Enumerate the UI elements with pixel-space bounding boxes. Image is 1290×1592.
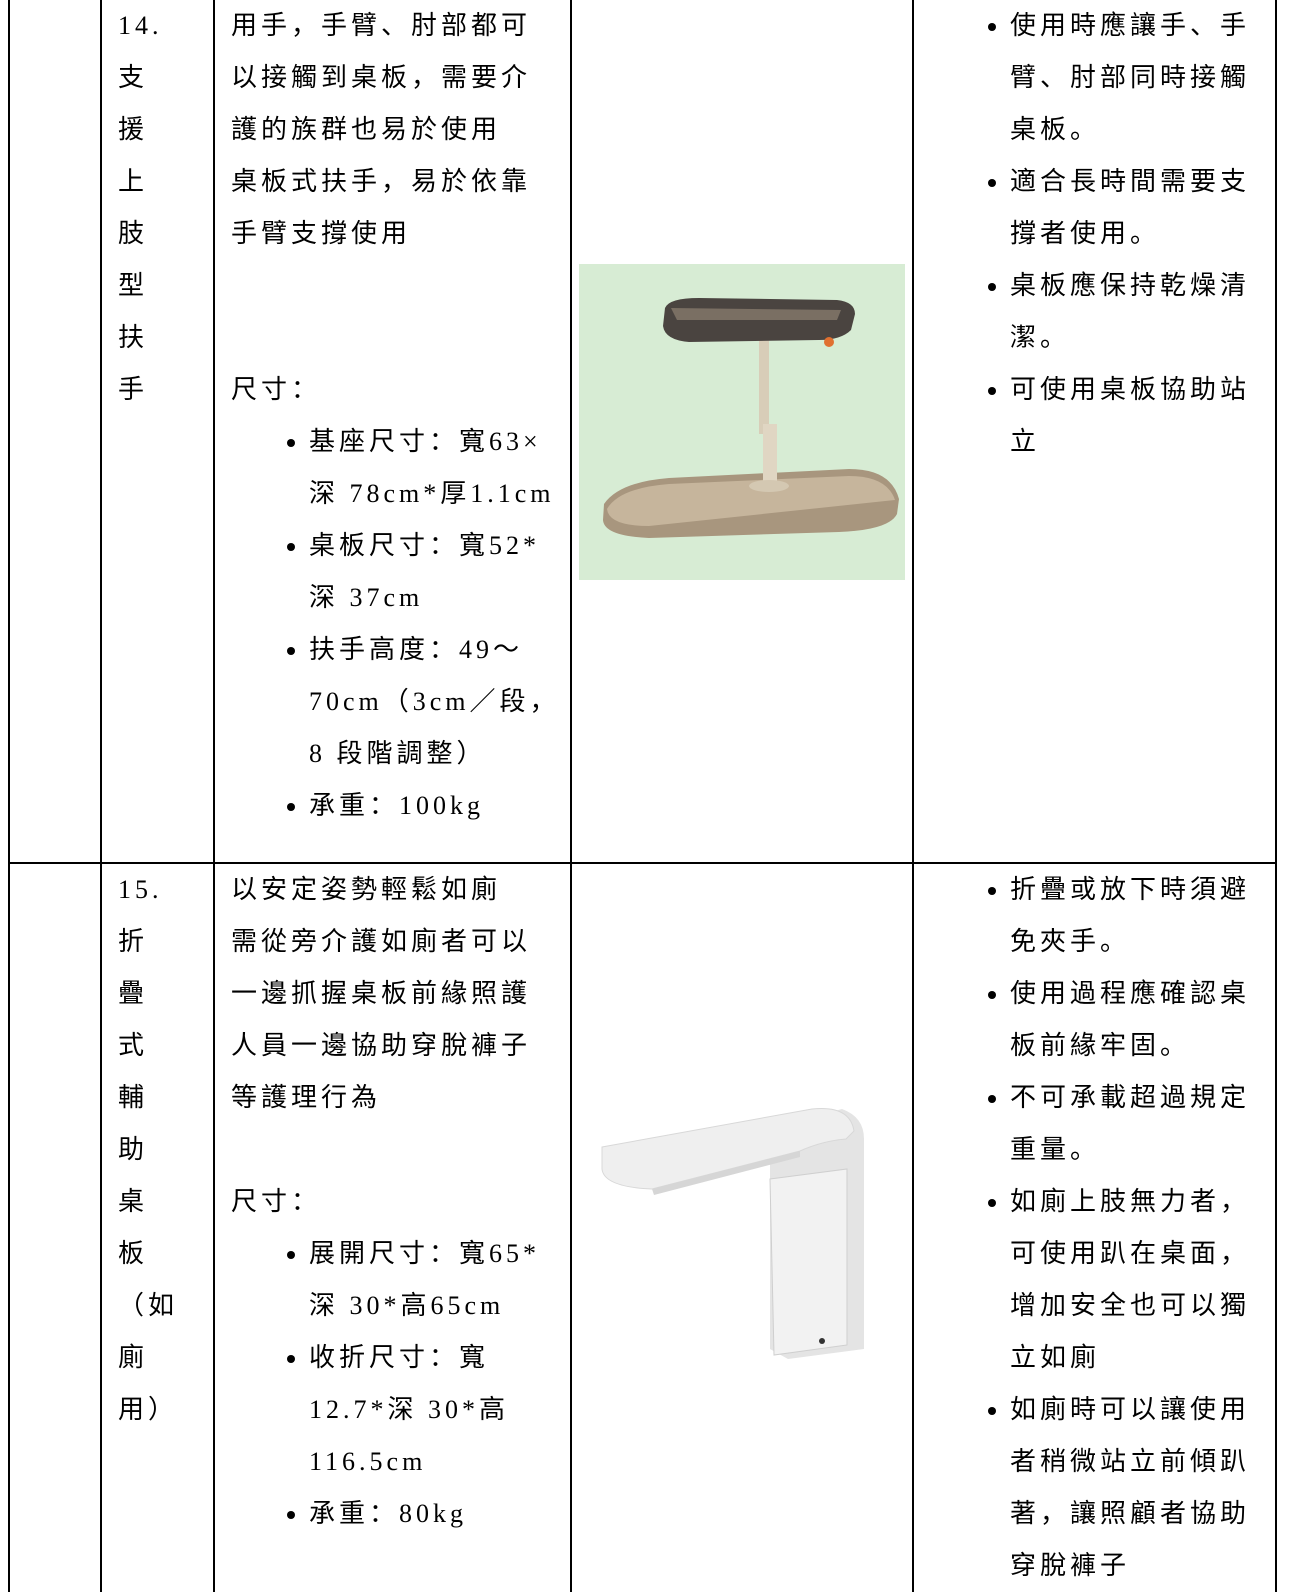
notes-list: 使用時應讓手、手臂、肘部同時接觸桌板。適合長時間需要支撐者使用。桌板應保持乾燥清… xyxy=(914,0,1265,468)
description: 桌板式扶手，易於依靠手臂支撐使用 xyxy=(231,167,532,248)
item-number: 15. xyxy=(118,875,163,904)
list-item: 展開尺寸：寬65*深 30*高65cm xyxy=(309,1228,560,1332)
size-label: 尺寸： xyxy=(231,1187,322,1216)
description: 用手，手臂、肘部都可以接觸到桌板，需要介護的族群也易於使用 xyxy=(231,11,532,144)
table-row: 15. 折疊式輔助桌板（如廁用） 以安定姿勢輕鬆如廁 需從旁介護如廁者可以一邊抓… xyxy=(8,862,1277,1592)
list-item: 如廁上肢無力者，可使用趴在桌面，增加安全也可以獨立如廁 xyxy=(1010,1176,1265,1384)
list-item: 可使用桌板協助站立 xyxy=(1010,364,1265,468)
notes-list: 折疊或放下時須避免夾手。使用過程應確認桌板前緣牢固。不可承載超過規定重量。如廁上… xyxy=(914,864,1265,1592)
description: 需從旁介護如廁者可以一邊抓握桌板前緣照護人員一邊協助穿脫褲子等護理行為 xyxy=(231,927,532,1112)
image-cell xyxy=(570,862,914,1592)
list-item: 如廁時可以讓使用者稍微站立前傾趴著，讓照顧者協助穿脫褲子 xyxy=(1010,1384,1265,1592)
size-label: 尺寸： xyxy=(231,375,322,404)
product-image xyxy=(601,1107,864,1359)
image-cell xyxy=(570,0,914,864)
item-cell: 15. 折疊式輔助桌板（如廁用） xyxy=(100,862,215,1592)
description: 以安定姿勢輕鬆如廁 xyxy=(231,875,502,904)
list-item: 收折尺寸：寬12.7*深 30*高116.5cm xyxy=(309,1332,560,1488)
list-item: 承重：80kg xyxy=(309,1488,560,1540)
list-item: 基座尺寸：寬63×深 78cm*厚1.1cm xyxy=(309,416,560,520)
table-row: 14. 支援上肢型扶手 用手，手臂、肘部都可以接觸到桌板，需要介護的族群也易於使… xyxy=(8,0,1277,864)
product-image xyxy=(579,264,905,580)
list-item: 使用過程應確認桌板前緣牢固。 xyxy=(1010,968,1265,1072)
item-cell: 14. 支援上肢型扶手 xyxy=(100,0,215,864)
list-item: 適合長時間需要支撐者使用。 xyxy=(1010,156,1265,260)
item-number: 14. xyxy=(118,11,163,40)
empty-cell xyxy=(8,862,102,1592)
item-name: 折疊式輔助桌板（如廁用） xyxy=(118,927,179,1424)
size-list: 基座尺寸：寬63×深 78cm*厚1.1cm桌板尺寸：寬52*深 37cm扶手高… xyxy=(231,416,560,832)
page: {"table":{"rows":[ {"number":"14.","name… xyxy=(0,0,1290,1542)
description-cell: 以安定姿勢輕鬆如廁 需從旁介護如廁者可以一邊抓握桌板前緣照護人員一邊協助穿脫褲子… xyxy=(213,862,572,1592)
item-name: 支援上肢型扶手 xyxy=(118,63,149,404)
notes-cell: 折疊或放下時須避免夾手。使用過程應確認桌板前緣牢固。不可承載超過規定重量。如廁上… xyxy=(912,862,1277,1592)
empty-cell xyxy=(8,0,102,864)
description-cell: 用手，手臂、肘部都可以接觸到桌板，需要介護的族群也易於使用 桌板式扶手，易於依靠… xyxy=(213,0,572,864)
list-item: 桌板應保持乾燥清潔。 xyxy=(1010,260,1265,364)
list-item: 不可承載超過規定重量。 xyxy=(1010,1072,1265,1176)
list-item: 扶手高度：49～70cm（3cm／段，8 段階調整） xyxy=(309,624,560,780)
list-item: 桌板尺寸：寬52*深 37cm xyxy=(309,520,560,624)
notes-cell: 使用時應讓手、手臂、肘部同時接觸桌板。適合長時間需要支撐者使用。桌板應保持乾燥清… xyxy=(912,0,1277,864)
list-item: 承重：100kg xyxy=(309,780,560,832)
list-item: 折疊或放下時須避免夾手。 xyxy=(1010,864,1265,968)
size-list: 展開尺寸：寬65*深 30*高65cm收折尺寸：寬12.7*深 30*高116.… xyxy=(231,1228,560,1540)
list-item: 使用時應讓手、手臂、肘部同時接觸桌板。 xyxy=(1010,0,1265,156)
equipment-table: 14. 支援上肢型扶手 用手，手臂、肘部都可以接觸到桌板，需要介護的族群也易於使… xyxy=(8,0,1277,1592)
